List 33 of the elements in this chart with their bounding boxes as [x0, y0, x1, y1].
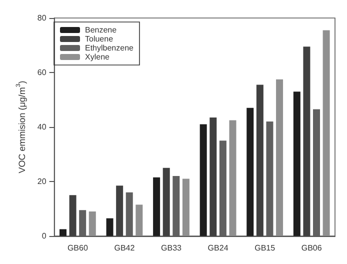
y-tick-label: 0: [42, 232, 47, 240]
x-tick-label: GB33: [161, 244, 182, 252]
bar: [182, 178, 190, 236]
bar: [153, 177, 160, 236]
y-tick-label: 60: [37, 68, 47, 77]
bar: [116, 186, 124, 236]
legend-label: Ethylbenzene: [85, 44, 134, 52]
x-tick-label: GB42: [114, 244, 136, 252]
bar: [276, 79, 284, 236]
x-tick-label: GB15: [254, 244, 276, 252]
bar: [162, 168, 170, 236]
bar: [200, 124, 207, 236]
y-tick-label: 40: [37, 122, 47, 132]
bar: [256, 84, 264, 236]
legend-label: Xylene: [85, 52, 110, 62]
x-tick-label: GB24: [208, 244, 229, 252]
bar: [322, 30, 330, 236]
bar: [106, 218, 114, 236]
bar: [69, 195, 76, 236]
legend-label: Benzene: [85, 26, 118, 34]
bar: [229, 120, 236, 236]
bar: [88, 211, 96, 236]
bar: [59, 229, 66, 236]
x-tick-label: GB60: [67, 244, 88, 252]
y-tick-label: 80: [37, 14, 47, 22]
legend-label: Toluene: [85, 34, 114, 44]
x-tick-label: GB06: [301, 244, 322, 252]
bar: [210, 117, 217, 236]
y-tick-label: 20: [37, 177, 47, 186]
bar: [246, 108, 254, 236]
bar: [136, 204, 143, 236]
bar: [303, 46, 310, 236]
bar: [293, 92, 300, 236]
